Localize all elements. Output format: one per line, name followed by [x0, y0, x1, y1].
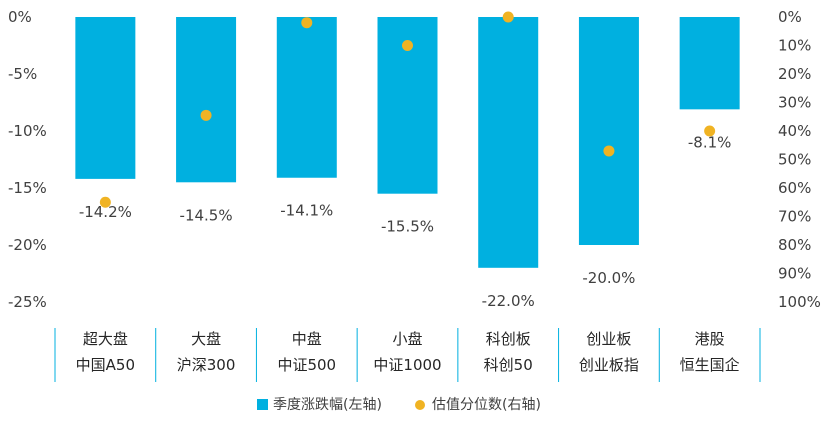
right-tick-label: 60% — [778, 179, 811, 197]
bar — [478, 17, 539, 268]
left-tick-label: -5% — [8, 65, 37, 83]
valuation-series — [99, 11, 716, 208]
left-tick-label: -25% — [8, 293, 47, 311]
valuation-point — [200, 109, 212, 121]
bar-data-label: -22.0% — [482, 292, 535, 310]
legend-label-bar: 季度涨跌幅(左轴) — [273, 397, 382, 413]
bar — [176, 17, 237, 183]
bar-data-label: -14.5% — [180, 206, 233, 224]
legend-swatch-dot — [415, 400, 425, 410]
valuation-point — [301, 17, 313, 29]
right-tick-label: 0% — [778, 8, 802, 26]
legend-swatch-bar — [257, 399, 268, 410]
bar — [75, 17, 136, 179]
category-label: 中证1000 — [373, 356, 441, 374]
right-tick-label: 10% — [778, 37, 811, 55]
right-tick-label: 20% — [778, 65, 811, 83]
category-label: 科创板 — [486, 330, 531, 348]
right-tick-label: 40% — [778, 122, 811, 140]
category-label: 港股 — [695, 330, 725, 348]
left-tick-label: 0% — [8, 8, 32, 26]
category-label: 中证500 — [277, 356, 336, 374]
legend-label-dot: 估值分位数(右轴) — [432, 397, 541, 413]
left-tick-label: -20% — [8, 236, 47, 254]
category-label: 中盘 — [292, 330, 322, 348]
bar — [578, 17, 639, 245]
category-label: 沪深300 — [177, 356, 236, 374]
category-label: 科创50 — [484, 356, 533, 374]
bar — [679, 17, 740, 110]
category-label: 大盘 — [191, 330, 221, 348]
valuation-point — [99, 196, 111, 208]
right-tick-label: 80% — [778, 236, 811, 254]
category-label: 创业板 — [586, 330, 631, 348]
left-tick-label: -15% — [8, 179, 47, 197]
category-label: 小盘 — [392, 330, 422, 348]
left-axis-ticks: 0% -5% -10% -15% -20% -25% — [8, 8, 47, 311]
bar-data-label: -8.1% — [688, 133, 732, 151]
category-label: 恒生国企 — [680, 356, 740, 374]
right-tick-label: 50% — [778, 151, 811, 169]
bar-data-label: -15.5% — [381, 218, 434, 236]
legend: 季度涨跌幅(左轴) 估值分位数(右轴) — [257, 397, 541, 413]
bar-data-label: -20.0% — [582, 269, 635, 287]
right-tick-label: 70% — [778, 208, 811, 226]
bar — [276, 17, 337, 178]
category-label: 中国A50 — [76, 356, 135, 374]
right-axis-ticks: 0% 10% 20% 30% 40% 50% 60% 70% 80% 90% 100% — [778, 8, 821, 311]
valuation-point — [402, 40, 413, 51]
right-tick-label: 90% — [778, 265, 811, 283]
bar-data-label: -14.2% — [79, 203, 132, 221]
category-label: 创业板指 — [579, 356, 639, 374]
valuation-point — [502, 11, 514, 23]
bar-data-labels: -14.2% -14.5% -14.1% -15.5% -22.0% -20.0% -8.1… — [79, 133, 732, 309]
bar-data-label: -14.1% — [280, 202, 333, 220]
category-label: 超大盘 — [83, 330, 128, 348]
right-tick-label: 100% — [778, 293, 821, 311]
right-tick-label: 30% — [778, 94, 811, 112]
valuation-point — [704, 125, 716, 137]
left-tick-label: -10% — [8, 122, 47, 140]
valuation-point — [603, 145, 615, 157]
